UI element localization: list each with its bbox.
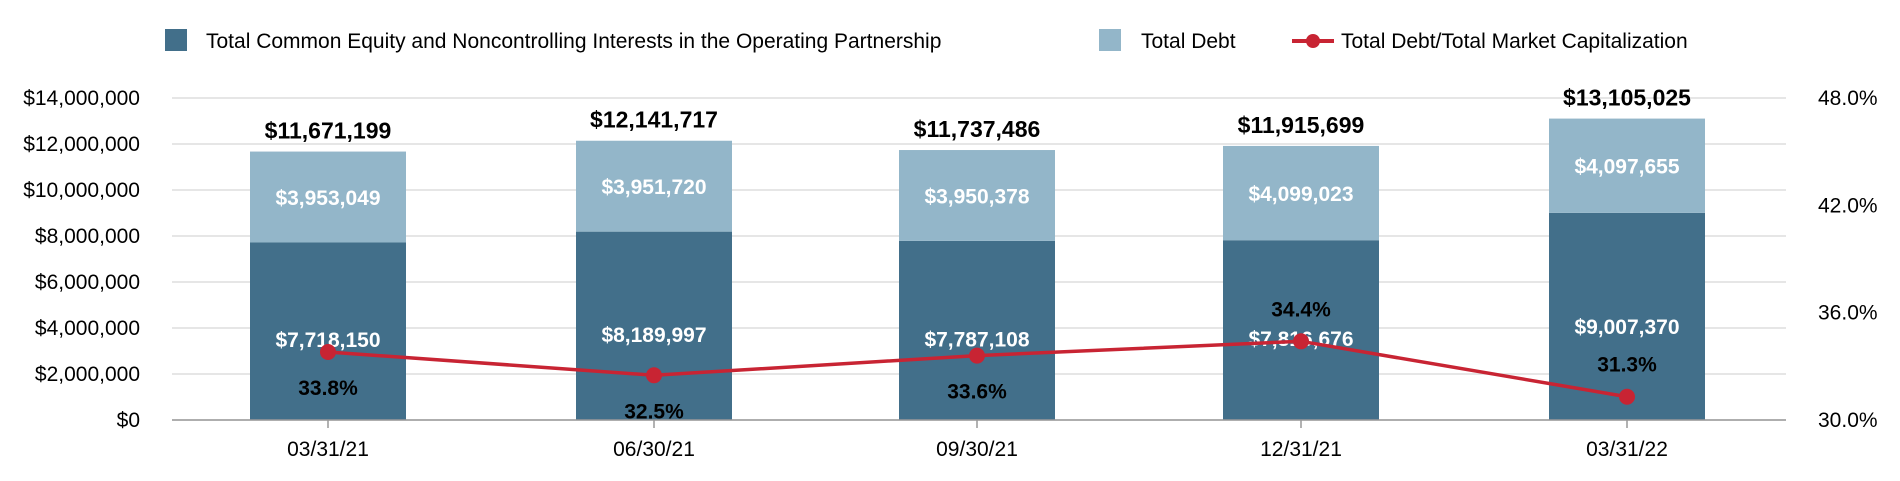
x-tick-label: 03/31/21	[287, 438, 369, 461]
y-right-tick-label: 42.0%	[1818, 194, 1878, 217]
data-label-debt: $4,099,023	[1248, 183, 1353, 206]
y-left-tick-label: $2,000,000	[35, 363, 140, 386]
y-left-tick-label: $6,000,000	[35, 271, 140, 294]
y-right-tick-label: 48.0%	[1818, 87, 1878, 110]
x-tick-label: 03/31/22	[1586, 438, 1668, 461]
data-label-equity: $9,007,370	[1574, 316, 1679, 339]
bar-debt	[1549, 118, 1705, 213]
legend-label-debt: Total Debt	[1141, 30, 1236, 53]
data-label-debt: $3,950,378	[924, 185, 1029, 208]
ratio-line: 33.8% 32.5% 33.6% 34.4% 31.3%	[298, 298, 1657, 423]
bar-equity	[576, 231, 732, 420]
y-left-tick-label: $14,000,000	[23, 87, 140, 110]
ratio-point	[646, 367, 662, 384]
y-right-tick-label: 36.0%	[1818, 302, 1878, 325]
y-right-tick-label: 30.0%	[1818, 409, 1878, 432]
data-label-equity: $7,787,108	[924, 328, 1029, 351]
ratio-point	[969, 347, 985, 364]
bar-debt	[576, 140, 732, 232]
bar-equity	[1549, 212, 1705, 420]
x-tick-label: 06/30/21	[613, 438, 695, 461]
legend-label-equity: Total Common Equity and Noncontrolling I…	[206, 30, 941, 53]
ratio-point	[320, 344, 336, 361]
ratio-point	[1293, 333, 1309, 350]
y-left-tick-label: $12,000,000	[23, 133, 140, 156]
bar-equity	[250, 242, 406, 420]
data-label-ratio: 34.4%	[1271, 298, 1331, 321]
data-label-ratio: 32.5%	[624, 400, 684, 423]
y-axis-right: 30.0% 36.0% 42.0% 48.0%	[1818, 87, 1878, 432]
data-label-equity: $8,189,997	[601, 324, 706, 347]
legend-swatch-equity	[165, 29, 187, 51]
data-label-debt: $3,951,720	[601, 176, 706, 199]
bar-debt	[899, 150, 1055, 241]
y-left-tick-label: $8,000,000	[35, 225, 140, 248]
data-label-debt: $4,097,655	[1574, 156, 1679, 179]
data-label-debt: $3,953,049	[275, 187, 380, 210]
y-left-tick-label: $4,000,000	[35, 317, 140, 340]
bar-debt	[1223, 145, 1379, 241]
x-axis: 03/31/21 06/30/21 09/30/21 12/31/21 03/31/22	[172, 419, 1786, 461]
y-axis-left: $0 $2,000,000 $4,000,000 $6,000,000 $8,000,0…	[23, 87, 140, 432]
data-label-ratio: 31.3%	[1597, 354, 1657, 377]
data-label-ratio: 33.6%	[947, 381, 1007, 404]
bar-equity	[899, 240, 1055, 420]
legend-swatch-debt	[1099, 29, 1121, 51]
data-label-total: $12,141,717	[590, 107, 718, 133]
y-left-tick-label: $10,000,000	[23, 179, 140, 202]
x-tick-label: 09/30/21	[936, 438, 1018, 461]
x-tick-label: 12/31/21	[1260, 438, 1342, 461]
data-label-total: $11,915,699	[1238, 112, 1365, 138]
legend: Total Common Equity and Noncontrolling I…	[165, 29, 1688, 53]
legend-label-ratio: Total Debt/Total Market Capitalization	[1341, 30, 1688, 53]
data-label-total: $13,105,025	[1563, 85, 1691, 111]
data-label-total: $11,737,486	[914, 116, 1041, 142]
data-label-equity: $7,718,150	[275, 329, 380, 352]
legend-marker-ratio	[1306, 34, 1320, 48]
data-label-total: $11,671,199	[265, 118, 392, 144]
y-left-tick-label: $0	[117, 409, 140, 432]
bars: $3,953,049 $7,718,150 $11,671,199 $3,951,72…	[250, 85, 1705, 420]
ratio-point	[1619, 388, 1635, 405]
data-label-ratio: 33.8%	[298, 377, 358, 400]
bar-debt	[250, 151, 406, 243]
bar-equity	[1223, 240, 1379, 420]
